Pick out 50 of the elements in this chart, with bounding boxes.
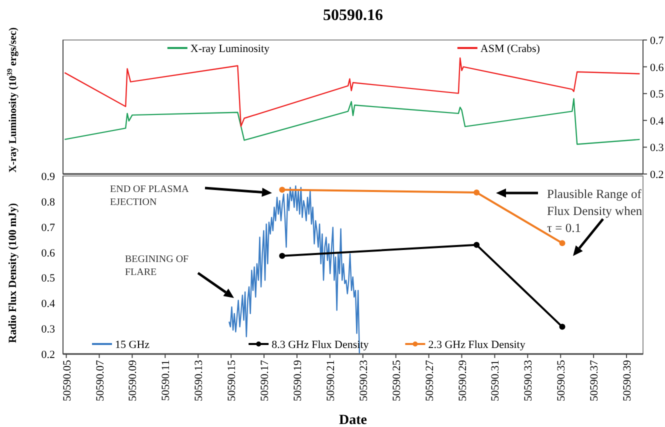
y2-tick-label: 0.3 xyxy=(650,142,664,154)
chart-title: 50590.16 xyxy=(323,7,383,24)
y-axis-title: Radio Flux Density (100 mJy) xyxy=(7,202,19,343)
legend-label: 2.3 GHz Flux Density xyxy=(428,339,526,351)
line-series xyxy=(64,98,640,145)
x-tick-label: 50590.35 xyxy=(556,360,568,402)
x-tick-label: 50590.29 xyxy=(456,360,469,402)
x-tick-label: 50590.11 xyxy=(160,360,172,401)
y-tick-label: 0.5 xyxy=(41,272,56,285)
x-tick-label: 50590.21 xyxy=(324,360,337,402)
x-tick-label: 50590.33 xyxy=(522,360,535,402)
y-tick-label: 0.7 xyxy=(41,222,56,234)
y-tick-label: 0.3 xyxy=(41,324,56,336)
x-tick-label: 50590.27 xyxy=(424,360,436,402)
y-tick-label: 0.9 xyxy=(41,171,56,183)
legend-label: X-ray Luminosity xyxy=(190,43,270,55)
y2-tick-label: 0.7 xyxy=(650,35,664,47)
annotation: END OF PLASMA EJECTION xyxy=(110,184,190,208)
y-tick-label: 0.4 xyxy=(41,298,56,310)
y-tick-label: 0.8 xyxy=(41,196,56,208)
legend-label: ASM (Crabs) xyxy=(480,43,540,55)
y-tick-label: 0.6 xyxy=(41,247,56,260)
point xyxy=(559,324,566,330)
y2-tick-label: 0.4 xyxy=(650,115,664,128)
x-tick-label: 50590.31 xyxy=(490,360,502,402)
y2-tick-label: 0.6 xyxy=(650,62,664,74)
x-axis-title: Date xyxy=(339,413,367,427)
point xyxy=(474,190,480,196)
x-tick-label: 50590.39 xyxy=(622,360,634,402)
point xyxy=(279,252,286,259)
legend-label: 15 GHz xyxy=(115,339,150,351)
annotation: Plausible Range of Flux Density when τ = 0.1 xyxy=(547,187,643,235)
y-tick-label: 0.2 xyxy=(41,349,55,361)
y2-tick-label: 0.5 xyxy=(650,88,664,101)
x-tick-label: 50590.15 xyxy=(226,360,238,402)
point xyxy=(279,186,286,193)
x-tick-label: 50590.05 xyxy=(61,360,74,402)
x-tick-label: 50590.17 xyxy=(259,360,272,402)
point xyxy=(474,242,480,248)
annotation: BEGINING OF FLARE xyxy=(125,254,190,278)
x-tick-label: 50590.37 xyxy=(588,360,601,402)
x-tick-label: 50590.13 xyxy=(193,360,206,402)
x-tick-label: 50590.25 xyxy=(390,360,403,402)
y2-tick-label: 0.2 xyxy=(650,169,664,181)
line-series xyxy=(64,57,640,127)
x-tick-label: 50590.19 xyxy=(292,360,304,402)
x-tick-label: 50590.07 xyxy=(94,360,106,402)
x-tick-label: 50590.09 xyxy=(127,360,140,402)
point xyxy=(559,240,566,246)
x-tick-label: 50590.23 xyxy=(358,360,370,402)
